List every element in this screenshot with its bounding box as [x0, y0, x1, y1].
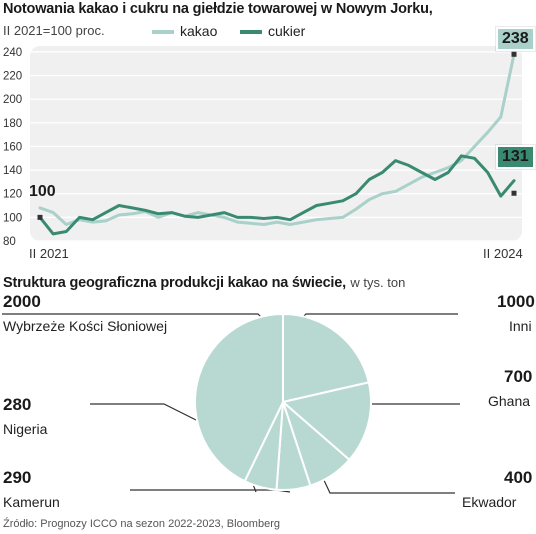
end-value-badge-kakao: 238	[496, 27, 535, 51]
legend-swatch-cukier	[240, 30, 262, 34]
pie-slice	[282, 312, 370, 404]
legend-label-kakao: kakao	[180, 23, 218, 39]
plot-area	[30, 46, 522, 241]
y-tick-label: 80	[3, 236, 16, 248]
pie-label-wks: Wybrzeże Kości Słoniowej	[3, 318, 168, 334]
pie-chart-title: Struktura geograficzna produkcji kakao n…	[3, 275, 346, 291]
pie-slice	[280, 398, 351, 487]
pie-chart-unit: w tys. ton	[350, 275, 406, 290]
pie-value-wks: 2000	[3, 292, 41, 311]
line-chart-subtitle: II 2021=100 proc.	[3, 23, 105, 38]
pie-value-ekwador: 400	[504, 468, 533, 487]
line-chart-title: Notowania kakao i cukru na giełdzie towa…	[3, 1, 433, 17]
leader-line	[299, 313, 458, 321]
pie-slice	[275, 401, 312, 491]
source-note: Źródło: Prognozy ICCO na sezon 2022-2023…	[3, 518, 280, 530]
x-tick-start: II 2021	[29, 246, 69, 261]
pie-label-inni: Inni	[509, 318, 532, 334]
pie-label-ekwador: Ekwador	[462, 494, 517, 510]
y-tick-label: 220	[3, 71, 22, 83]
pie-value-inni: 1000	[497, 292, 535, 311]
y-tick-label: 100	[3, 212, 22, 224]
pie-slice	[280, 381, 372, 462]
y-tick-label: 160	[3, 141, 22, 153]
start-marker	[37, 214, 43, 220]
y-tick-label: 240	[3, 47, 22, 59]
legend-label-cukier: cukier	[268, 23, 306, 39]
legend-swatch-kakao	[152, 30, 174, 34]
y-tick-label: 120	[3, 189, 22, 201]
pie-slice	[194, 312, 284, 483]
pie-value-ghana: 700	[504, 367, 533, 386]
pie-label-ghana: Ghana	[488, 393, 531, 409]
leader-line	[321, 475, 455, 494]
end-marker-cukier	[511, 190, 517, 196]
pie-label-kamerun: Kamerun	[3, 494, 60, 510]
series-line-cukier	[38, 154, 516, 236]
y-tick-label: 180	[3, 118, 22, 130]
series-line-kakao	[38, 52, 516, 226]
start-value-label: 100	[29, 183, 56, 200]
x-tick-end: II 2024	[483, 246, 523, 261]
pie-value-kamerun: 290	[3, 468, 32, 487]
leader-line	[130, 489, 291, 493]
pie-label-nigeria: Nigeria	[3, 421, 48, 437]
line-chart: 80 100 120 140 160 180 200 220 240	[3, 46, 522, 248]
leader-line	[90, 403, 257, 493]
pie-slice	[243, 401, 284, 491]
pie-chart-heading: Struktura geograficzna produkcji kakao n…	[3, 274, 405, 292]
y-tick-label: 140	[3, 165, 22, 177]
y-tick-label: 200	[3, 94, 22, 106]
end-marker-kakao	[511, 51, 517, 57]
pie-value-nigeria: 280	[3, 395, 32, 414]
end-value-badge-cukier: 131	[496, 145, 535, 169]
